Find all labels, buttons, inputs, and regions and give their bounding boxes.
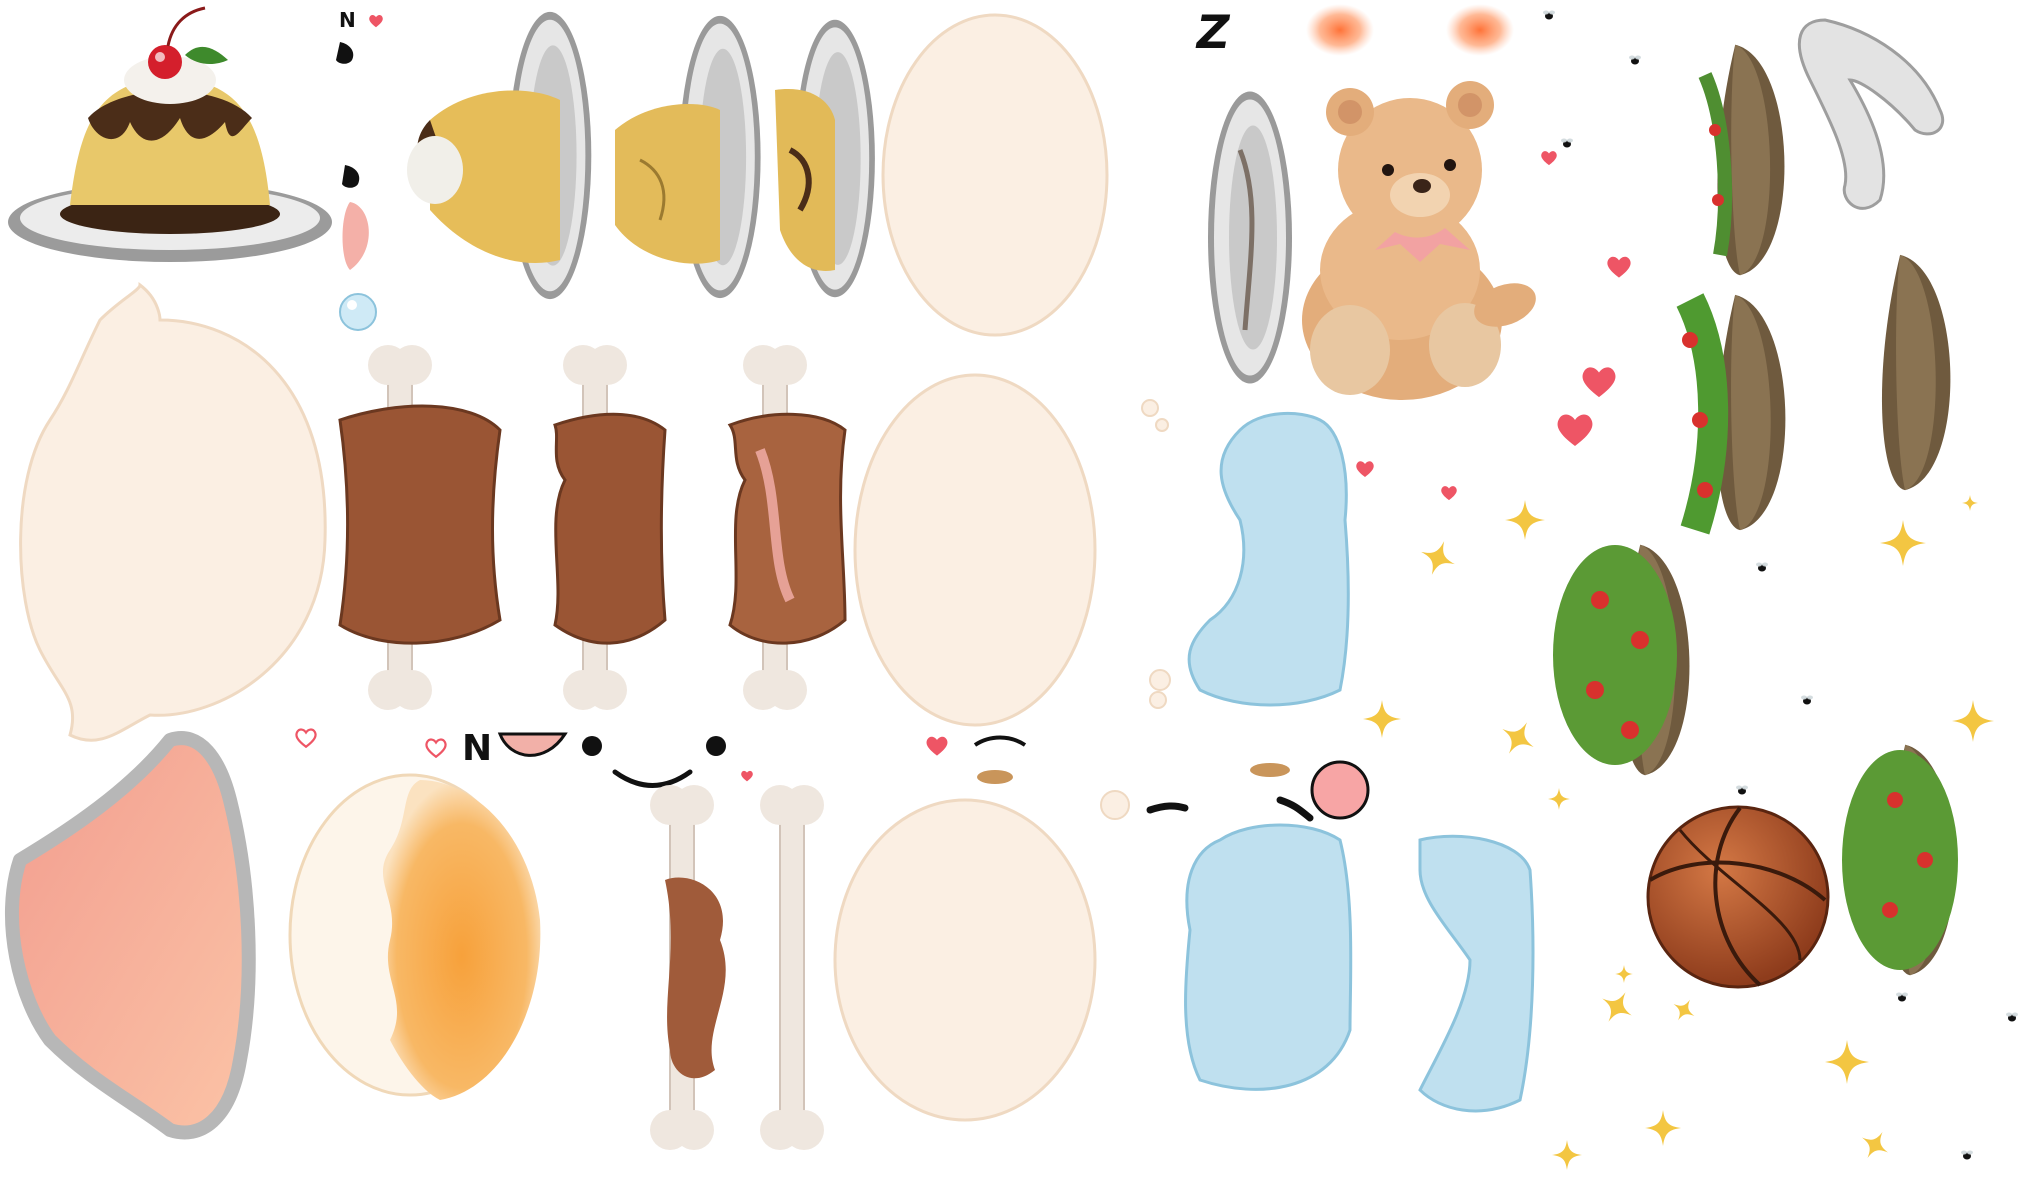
white-glove-arm [1797,18,1944,210]
blush-marks [1306,4,1514,56]
salad-bowl-empty [1881,254,1951,491]
blanket-sprite [4,731,256,1140]
nose-mark-large: N [462,728,492,769]
salad-bowl-full [1553,544,1690,776]
teddy-bear-sprite [1302,81,1536,400]
meat-bone-remaining [650,785,726,1150]
head-oval-2 [853,373,1171,727]
soap-foam-3 [1418,834,1535,1113]
empty-plate [1208,91,1292,384]
nose-mark-small: N [339,8,356,32]
flan-eaten-stage-2 [615,15,761,299]
meat-on-bone-bitten [553,345,667,710]
basketball-sprite [1646,805,1830,989]
meat-on-bone-half [727,345,847,710]
meat-on-bone-full [338,345,502,710]
sleep-z-glyph: Z [1192,5,1235,59]
soap-foam-2 [1184,823,1353,1091]
bare-bone [760,785,824,1150]
flan-dessert-sprite [8,6,332,262]
soap-foam-1 [1187,411,1350,707]
flan-eaten-stage-3 [775,19,875,298]
juice-glass-top [288,773,541,1100]
head-oval-1 [881,13,1109,337]
head-oval-3 [833,790,1130,1122]
flan-eaten-stage-1 [407,11,592,300]
face-expression-marks [926,735,1370,822]
salad-bowl-full-2 [1842,744,1958,976]
face-marks-large [295,728,753,788]
salad-bowl-half [1676,293,1786,535]
head-with-ears [19,282,327,742]
salad-bowl-empty-side [1698,44,1785,276]
face-marks-small [336,14,383,331]
